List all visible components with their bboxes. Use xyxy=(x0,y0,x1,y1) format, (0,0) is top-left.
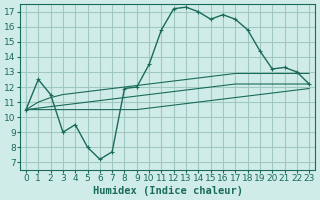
X-axis label: Humidex (Indice chaleur): Humidex (Indice chaleur) xyxy=(92,186,243,196)
